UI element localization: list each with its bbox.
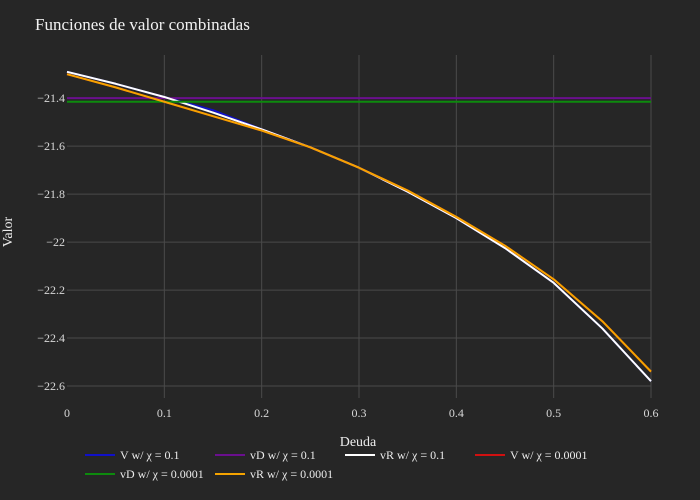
y-tick-label: −22 <box>46 235 65 249</box>
series-line-5 <box>66 73 652 373</box>
x-tick-label: 0.3 <box>352 406 367 420</box>
legend-item[interactable]: vR w/ χ = 0.1 <box>345 448 445 462</box>
y-axis-ticks: −21.4 −21.6 −21.8 −22 −22.2 −22.4 −22.6 <box>37 91 65 393</box>
legend-item[interactable]: V w/ χ = 0.0001 <box>475 448 588 462</box>
y-tick-label: −22.4 <box>37 331 65 345</box>
x-tick-label: 0 <box>64 406 70 420</box>
y-tick-label: −21.6 <box>37 139 65 153</box>
x-axis-title: Deuda <box>340 435 377 450</box>
legend-item[interactable]: vD w/ χ = 0.1 <box>215 448 316 462</box>
y-tick-label: −22.2 <box>37 283 65 297</box>
legend-label: vR w/ χ = 0.0001 <box>250 467 333 481</box>
legend-label: vR w/ χ = 0.1 <box>380 448 445 462</box>
x-tick-label: 0.4 <box>449 406 464 420</box>
legend-label: vD w/ χ = 0.0001 <box>120 467 204 481</box>
x-tick-label: 0.2 <box>254 406 269 420</box>
x-tick-label: 0.1 <box>157 406 172 420</box>
legend-item[interactable]: V w/ χ = 0.1 <box>85 448 180 462</box>
grid-lines <box>67 55 652 398</box>
legend-label: vD w/ χ = 0.1 <box>250 448 316 462</box>
y-tick-label: −21.8 <box>37 187 65 201</box>
legend-label: V w/ χ = 0.0001 <box>510 448 588 462</box>
legend-label: V w/ χ = 0.1 <box>120 448 180 462</box>
series-lines <box>66 70 652 382</box>
x-tick-label: 0.5 <box>546 406 561 420</box>
legend-item[interactable]: vD w/ χ = 0.0001 <box>85 467 204 481</box>
y-tick-label: −22.6 <box>37 379 65 393</box>
y-axis-title: Valor <box>1 217 16 248</box>
y-tick-label: −21.4 <box>37 91 65 105</box>
legend[interactable]: V w/ χ = 0.1 vD w/ χ = 0.1 vR w/ χ = 0.1 V … <box>85 448 588 481</box>
x-axis-ticks: 0 0.1 0.2 0.3 0.4 0.5 0.6 <box>64 406 659 420</box>
x-tick-label: 0.6 <box>644 406 659 420</box>
legend-item[interactable]: vR w/ χ = 0.0001 <box>215 467 333 481</box>
chart-title: Funciones de valor combinadas <box>35 15 250 34</box>
